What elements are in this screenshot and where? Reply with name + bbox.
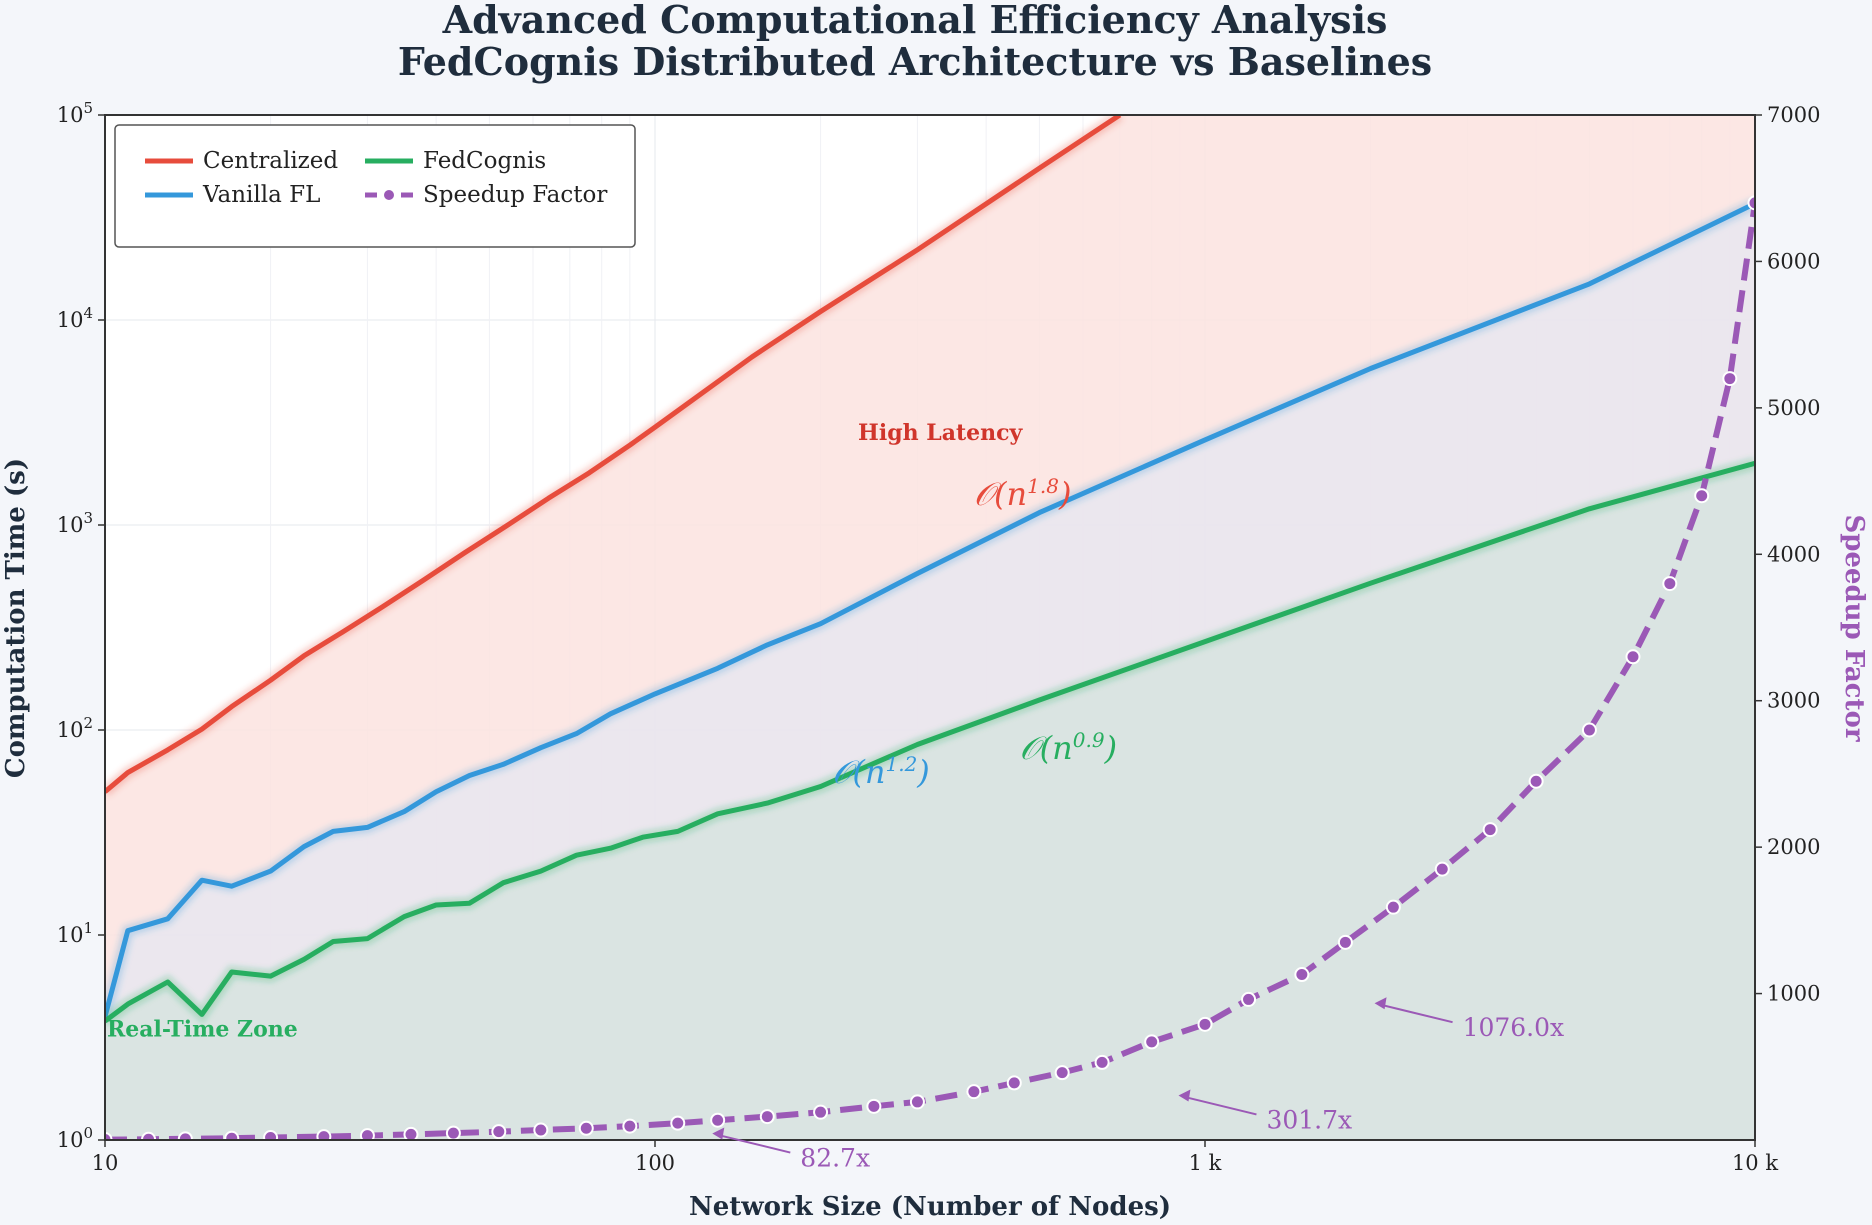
annotation-arrow-line <box>1182 1095 1257 1116</box>
annotation-arrow-line <box>1378 1003 1453 1024</box>
x-axis-label: Network Size (Number of Nodes) <box>689 1192 1171 1222</box>
y2-tick-label: 7000 <box>1767 103 1820 127</box>
speedup-point <box>866 1098 882 1114</box>
speedup-point <box>224 1130 240 1140</box>
speedup-point <box>1294 967 1310 983</box>
speedup-point <box>533 1122 549 1138</box>
legend-label: FedCognis <box>423 148 546 174</box>
speedup-point <box>622 1118 638 1134</box>
speedup-point <box>1144 1034 1160 1050</box>
line-centralized <box>105 115 1122 794</box>
speedup-point <box>1434 861 1450 877</box>
x-tick-label: 10 <box>92 1151 119 1175</box>
speedup-point <box>263 1130 279 1140</box>
y2-tick-label: 2000 <box>1767 835 1820 859</box>
speedup-point <box>1482 822 1498 838</box>
speedup-point <box>1722 371 1738 387</box>
speedup-point <box>1054 1065 1070 1081</box>
annotation-arrow-head <box>712 1127 725 1140</box>
annotation-complexity-label: 𝒪(n1.8) <box>974 474 1072 513</box>
y-tick-label: 103 <box>57 509 93 537</box>
legend: Centralized Vanilla FL FedCognis Speedup Fa… <box>114 124 636 248</box>
plot-frame <box>104 114 1756 1141</box>
speedup-point <box>1662 576 1678 592</box>
speedup-point <box>1006 1075 1022 1091</box>
annotation-zone-label: Real-Time Zone <box>107 1016 298 1042</box>
y2-tick-label: 5000 <box>1767 396 1820 420</box>
y2-tick-label: 6000 <box>1767 249 1820 273</box>
annotation-arrow-head <box>1374 997 1387 1010</box>
speedup-point <box>403 1126 419 1140</box>
speedup-point <box>316 1129 332 1140</box>
y2-tick-label: 3000 <box>1767 689 1820 713</box>
annotation-zone-label: High Latency <box>858 420 1023 446</box>
line-fedcognis <box>105 460 1755 1024</box>
annotation-speedup-label: 1076.0x <box>1463 1013 1565 1042</box>
x-tick-label: 100 <box>635 1151 675 1175</box>
plot-clipped <box>105 115 1755 1140</box>
legend-swatch-marker <box>382 188 396 202</box>
speedup-point <box>966 1084 982 1100</box>
legend-label: Centralized <box>203 148 338 174</box>
speedup-point <box>359 1128 375 1140</box>
speedup-point <box>445 1125 461 1140</box>
speedup-point <box>1747 195 1755 211</box>
annotation-arrow-head <box>1178 1089 1191 1102</box>
plot-area: 10 100 1 k 10 k1001011021031041051000200030… <box>57 99 1821 1175</box>
annotation-complexity-label: 𝒪(n1.2) <box>832 752 930 791</box>
area-fedcognis <box>105 463 1755 1140</box>
x-tick-label: 1 k <box>1189 1151 1222 1175</box>
y-tick-label: 101 <box>57 919 93 947</box>
speedup-point <box>670 1115 686 1131</box>
speedup-point <box>1337 934 1353 950</box>
speedup-point <box>578 1120 594 1136</box>
chart-subtitle: FedCognis Distributed Architecture vs Ba… <box>398 39 1432 84</box>
speedup-point <box>1694 488 1710 504</box>
speedup-point <box>1241 991 1257 1007</box>
y2-axis-label: Speedup Factor <box>1839 514 1869 741</box>
y-tick-label: 100 <box>57 1124 93 1152</box>
speedup-point <box>909 1094 925 1110</box>
line-vanilla-fl <box>105 201 1755 1018</box>
y-tick-label: 105 <box>57 99 93 127</box>
speedup-point <box>1094 1054 1110 1070</box>
y2-tick-label: 4000 <box>1767 542 1820 566</box>
y2-tick-label: 1000 <box>1767 982 1820 1006</box>
annotation-arrow-line <box>716 1133 791 1154</box>
annotation-complexity-label: 𝒪(n0.9) <box>1020 728 1118 767</box>
speedup-point <box>1385 899 1401 915</box>
speedup-point <box>1581 722 1597 738</box>
speedup-point <box>1625 649 1641 665</box>
legend-label: Vanilla FL <box>202 182 320 208</box>
legend-box <box>114 124 636 248</box>
speedup-point <box>1197 1016 1213 1032</box>
annotation-speedup-label: 301.7x <box>1266 1105 1352 1134</box>
speedup-point <box>813 1104 829 1120</box>
speedup-point <box>1528 773 1544 789</box>
speedup-point <box>177 1131 193 1140</box>
y-tick-label: 104 <box>57 304 93 332</box>
legend-label: Speedup Factor <box>423 182 607 208</box>
speedup-point <box>710 1112 726 1128</box>
annotation-speedup-label: 82.7x <box>800 1144 870 1173</box>
speedup-point <box>491 1124 507 1140</box>
chart-title: Advanced Computational Efficiency Analys… <box>442 0 1388 42</box>
y-axis-label: Computation Time (s) <box>1 458 31 778</box>
x-tick-label: 10 k <box>1732 1151 1778 1175</box>
speedup-point <box>759 1109 775 1125</box>
y-tick-label: 102 <box>57 714 93 742</box>
